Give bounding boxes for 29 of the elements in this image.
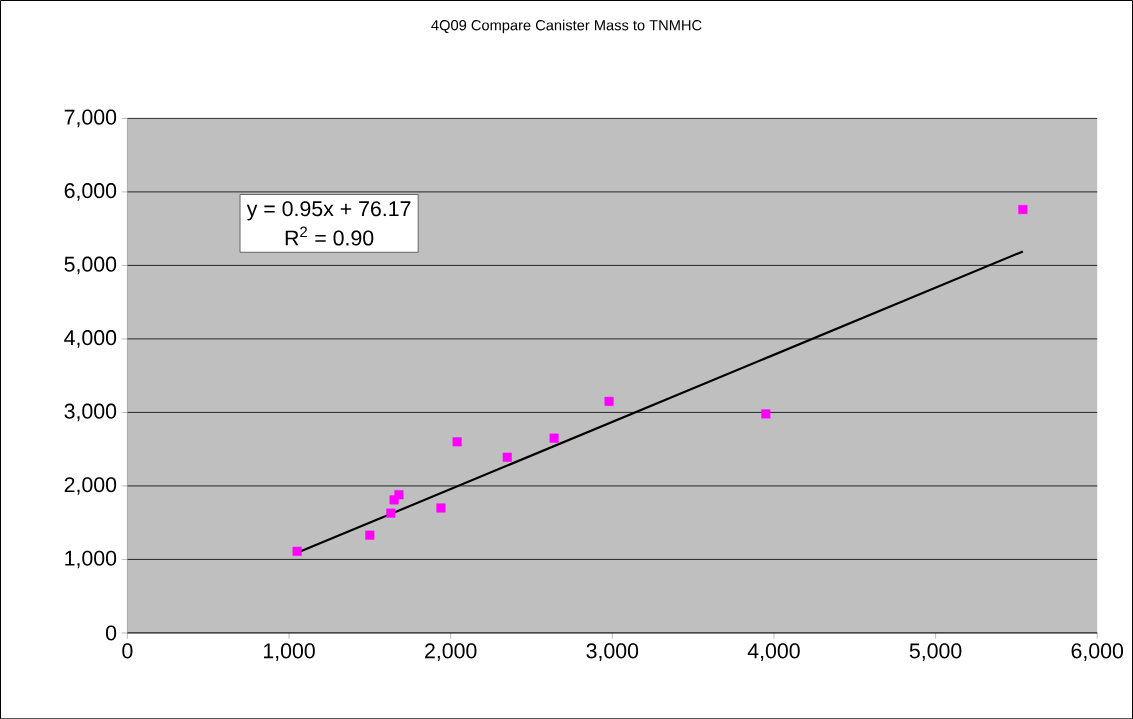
point <box>436 503 446 513</box>
annotation: R$^{2}$ = 0.90 <box>285 226 374 246</box>
point <box>292 546 302 556</box>
x-tick-label: 0 <box>122 643 133 659</box>
point <box>386 508 396 518</box>
point <box>452 437 462 447</box>
annotation: y = 0.95x + 76.17 <box>246 200 411 221</box>
point <box>502 452 512 462</box>
point <box>365 530 375 540</box>
y-tick-label: 5,000 <box>64 256 117 275</box>
point <box>549 433 559 443</box>
point <box>1018 204 1028 214</box>
y-tick-label: 6,000 <box>64 182 117 201</box>
x-tick-label: 2,000 <box>425 643 477 661</box>
chart-title: 4Q09 Compare Canister Mass to TNMHC <box>431 19 702 34</box>
x-tick-label: 1,000 <box>263 643 315 661</box>
y-tick-label: 1,000 <box>65 550 117 569</box>
x-tick-label: 3,000 <box>586 643 639 661</box>
point <box>394 490 404 500</box>
y-tick-label: 7,000 <box>64 109 117 128</box>
x-tick-label: 5,000 <box>909 643 962 661</box>
y-tick-label: 0 <box>105 625 117 641</box>
y-tick-label: 4,000 <box>64 329 117 348</box>
x-tick-label: 6,000 <box>1071 643 1124 661</box>
x-tick-label: 4,000 <box>747 643 800 661</box>
point <box>604 396 614 406</box>
y-tick-label: 3,000 <box>64 403 117 422</box>
y-tick-label: 2,000 <box>64 476 117 495</box>
point <box>761 409 771 419</box>
